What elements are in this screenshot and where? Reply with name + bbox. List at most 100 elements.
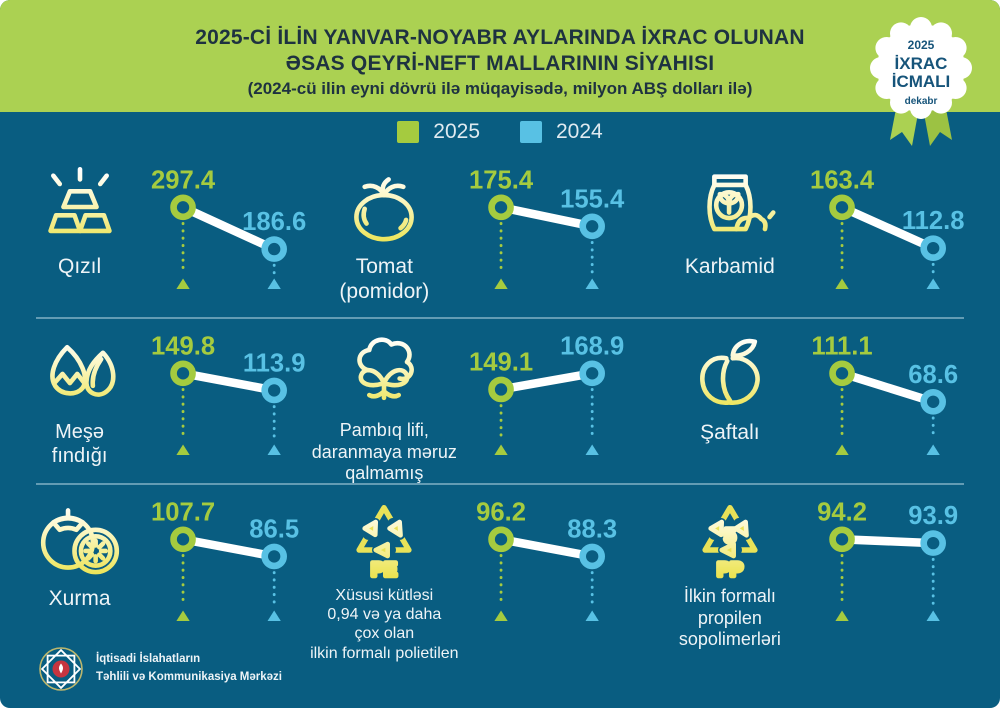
- peach-icon: [699, 338, 760, 405]
- svg-text:PE: PE: [371, 560, 397, 581]
- dot-2024: [920, 530, 947, 556]
- item-label: Meşə fındığı: [51, 421, 108, 467]
- svg-text:5: 5: [724, 526, 735, 548]
- slope-chart: 96.2 88.3: [476, 498, 617, 621]
- slope-chart: 175.4 155.4: [469, 166, 625, 289]
- dot-2025: [829, 194, 856, 221]
- baseline-arrow-icon: [267, 610, 282, 621]
- export-item: Meşə fındığı 149.8 113.9: [14, 317, 306, 485]
- slope-chart: 149.8 113.9: [151, 332, 306, 455]
- hazelnut-icon: [49, 344, 116, 397]
- dot-2025: [170, 360, 197, 387]
- export-item: Pambıq lifi, daranmaya məruz qalmamış 149.1…: [306, 317, 656, 485]
- value-2024: 168.9: [560, 332, 624, 360]
- item-left: Tomat (pomidor): [306, 157, 463, 304]
- baseline-arrow-icon: [926, 444, 941, 455]
- legend: 2025 2024: [0, 113, 1000, 151]
- baseline-arrow-icon: [585, 444, 599, 455]
- connector-line: [496, 369, 597, 394]
- value-2024: 113.9: [243, 349, 306, 377]
- footer: İqtisadi İslahatların Təhlili və Kommuni…: [38, 646, 282, 692]
- item-chart: 297.4 186.6: [145, 157, 306, 307]
- footer-org-line-1: İqtisadi İslahatların: [96, 653, 201, 666]
- baseline-arrow-icon: [585, 278, 599, 289]
- item-left: Qızıl: [14, 157, 145, 279]
- dot-2024: [261, 236, 288, 262]
- legend-swatch-2025: [397, 121, 420, 143]
- dot-2025: [488, 194, 514, 221]
- value-2025: 297.4: [151, 166, 216, 194]
- dot-2024: [920, 235, 947, 261]
- value-2024: 112.8: [902, 207, 965, 235]
- connector-line: [496, 535, 597, 561]
- dot-2025: [170, 194, 197, 221]
- item-chart: 94.2 93.9: [804, 489, 986, 639]
- legend-label-2025: 2025: [433, 120, 480, 143]
- baseline-arrow-icon: [494, 610, 508, 621]
- slope-chart: 297.4 186.6: [151, 166, 306, 289]
- dot-2024: [261, 543, 288, 570]
- item-label: Pambıq lifi, daranmaya məruz qalmamış: [311, 420, 457, 484]
- cotton-icon: [357, 337, 415, 401]
- connector-line: [837, 203, 938, 253]
- connector-line: [837, 535, 938, 548]
- dot-2025: [170, 526, 197, 553]
- header-band: 2025-Cİ İLİN YANVAR-NOYABR AYLARINDA İXR…: [0, 0, 1000, 112]
- connector-line: [496, 203, 597, 231]
- export-item: Qızıl 297.4 186.6: [14, 151, 306, 317]
- item-left: Meşə fındığı: [14, 323, 145, 468]
- fertilizer-bag-icon: [707, 174, 776, 232]
- baseline-arrow-icon: [267, 278, 282, 289]
- persimmon-icon: [40, 508, 119, 575]
- slope-chart: 149.1 168.9: [469, 332, 624, 455]
- legend-item-2025: 2025: [397, 120, 480, 144]
- item-chart: 96.2 88.3: [463, 489, 655, 639]
- baseline-arrow-icon: [494, 444, 508, 455]
- export-review-badge: 2025 İXRAC İCMALI dekabr: [856, 8, 986, 150]
- baseline-arrow-icon: [835, 610, 849, 621]
- slope-chart: 111.1 68.6: [812, 332, 958, 455]
- slope-chart: 163.4 112.8: [810, 166, 965, 289]
- connector-line: [837, 369, 938, 407]
- item-chart: 149.1 168.9: [463, 323, 655, 473]
- badge-title-2: İCMALI: [892, 72, 951, 91]
- item-left: Pambıq lifi, daranmaya məruz qalmamış: [306, 323, 463, 485]
- item-left: 5 PP İlkin formalı propilen sopolimerləri: [656, 489, 805, 651]
- legend-item-2024: 2024: [520, 120, 603, 144]
- title-line-1: 2025-Cİ İLİN YANVAR-NOYABR AYLARINDA İXR…: [195, 26, 805, 49]
- item-label: İlkin formalı propilen sopolimerləri: [678, 586, 781, 650]
- export-item: Şaftalı 111.1 68.6: [656, 317, 986, 485]
- item-chart: 163.4 112.8: [804, 157, 986, 307]
- value-2025: 96.2: [476, 498, 526, 526]
- value-2024: 186.6: [242, 208, 306, 236]
- value-2024: 88.3: [567, 515, 617, 543]
- legend-swatch-2024: [520, 121, 542, 143]
- subtitle: (2024-cü ilin eyni dövrü ilə müqayisədə,…: [247, 79, 753, 99]
- item-left: Xurma: [14, 489, 145, 611]
- items-grid: Qızıl 297.4 186.6 Tomat (pomidor) 175.4 155.4 K…: [0, 151, 1000, 662]
- dot-2025: [488, 376, 514, 403]
- baseline-arrow-icon: [176, 444, 190, 455]
- value-2025: 111.1: [812, 332, 873, 360]
- dot-2024: [579, 213, 606, 240]
- dot-2024: [261, 377, 288, 404]
- legend-label-2024: 2024: [556, 120, 603, 143]
- grid-row-1: Qızıl 297.4 186.6 Tomat (pomidor) 175.4 155.4 K…: [0, 151, 1000, 317]
- value-2025: 149.8: [151, 332, 215, 360]
- baseline-arrow-icon: [494, 278, 508, 289]
- connector-line: [178, 203, 279, 254]
- badge-title-1: İXRAC: [895, 54, 948, 73]
- value-2025: 107.7: [151, 498, 215, 526]
- value-2025: 94.2: [817, 498, 867, 526]
- grid-row-2: Meşə fındığı 149.8 113.9 Pambıq lifi, daranma…: [0, 317, 1000, 483]
- value-2024: 93.9: [908, 502, 958, 530]
- gold-bars-icon: [47, 166, 112, 234]
- footer-org-name: İqtisadi İslahatların Təhlili və Kommuni…: [96, 651, 282, 687]
- item-label: Qızıl: [58, 255, 102, 278]
- value-2024: 68.6: [908, 361, 958, 389]
- item-chart: 107.7 86.5: [145, 489, 305, 639]
- rosette-badge-icon: 2025 İXRAC İCMALI dekabr: [870, 17, 972, 146]
- export-item: Karbamid 163.4 112.8: [656, 151, 986, 317]
- export-item: PE Xüsusi kütləsi 0,94 və ya daha çox olan i…: [306, 483, 656, 663]
- baseline-arrow-icon: [176, 278, 190, 289]
